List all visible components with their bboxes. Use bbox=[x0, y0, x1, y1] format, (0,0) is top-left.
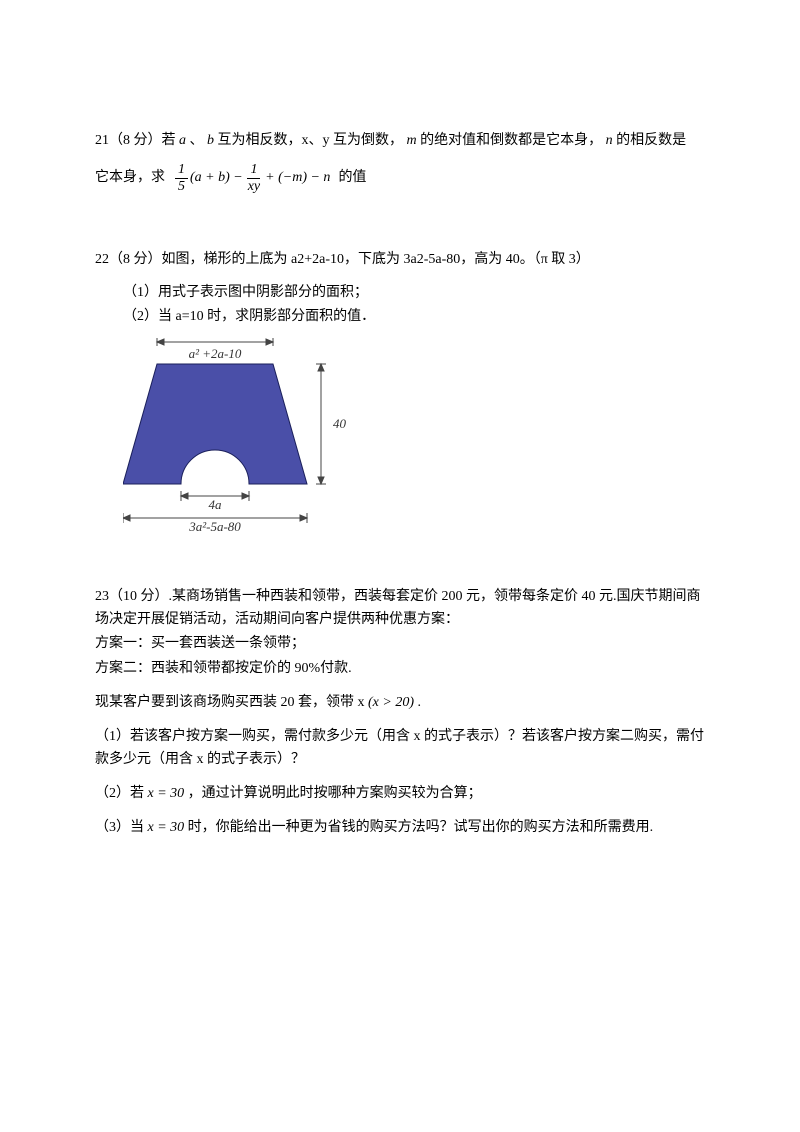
p21-mid2: 的绝对值和倒数都是它本身， bbox=[420, 133, 602, 148]
p23-now: 现某客户要到该商场购买西装 20 套，领带 x (x > 20) . bbox=[95, 692, 705, 714]
p23-q3: （3）当 x = 30 时，你能给出一种更为省钱的购买方法吗？试写出你的购买方法… bbox=[95, 817, 705, 839]
height-dimension bbox=[316, 364, 326, 484]
p22-q2: （2）当 a=10 时，求阴影部分面积的值． bbox=[123, 306, 705, 328]
p23-q2-expr: x = 30 bbox=[148, 786, 185, 801]
p21-line1: 21（8 分）若 a 、 b 互为相反数，x、y 互为倒数， m 的绝对值和倒数… bbox=[95, 130, 705, 152]
p23-q2-post: ，通过计算说明此时按哪种方案购买较为合算； bbox=[188, 786, 482, 801]
p23-plan1: 方案一：买一套西装送一条领带； bbox=[95, 633, 705, 655]
p21-var-b: b bbox=[207, 133, 214, 148]
bottom-label: 3a²-5a-80 bbox=[188, 519, 241, 531]
formula-ab: (a + b) − bbox=[190, 167, 243, 189]
trapezoid-shape bbox=[123, 364, 307, 484]
p21-line2-suffix: 的值 bbox=[338, 167, 366, 189]
p23-q3-expr: x = 30 bbox=[148, 820, 185, 835]
height-label: 40 bbox=[333, 416, 347, 431]
frac-num: 1 bbox=[175, 162, 188, 178]
p22-q1: （1）用式子表示图中阴影部分的面积； bbox=[123, 282, 705, 304]
p23-plan2: 方案二：西装和领带都按定价的 90%付款. bbox=[95, 658, 705, 680]
p23-q2-pre: （2）若 bbox=[95, 786, 148, 801]
top-dimension bbox=[157, 338, 273, 346]
exam-page: 21（8 分）若 a 、 b 互为相反数，x、y 互为倒数， m 的绝对值和倒数… bbox=[0, 0, 800, 1132]
p21-var-n: n bbox=[606, 133, 613, 148]
top-label: a² +2a-10 bbox=[189, 346, 242, 361]
p23-header: 23（10 分）.某商场销售一种西装和领带，西装每套定价 200 元，领带每条定… bbox=[95, 586, 705, 631]
p22-header: 22（8 分）如图，梯形的上底为 a2+2a-10，下底为 3a2-5a-80，… bbox=[95, 249, 705, 271]
p21-mid3: 的相反数是 bbox=[616, 133, 686, 148]
p23-now-expr: (x > 20) bbox=[368, 695, 414, 710]
p23-q3-post: 时，你能给出一种更为省钱的购买方法吗？试写出你的购买方法和所需费用. bbox=[188, 820, 654, 835]
formula-tail: + (−m) − n bbox=[265, 167, 330, 189]
frac-den: 5 bbox=[175, 179, 188, 194]
p21-var-m: m bbox=[407, 133, 417, 148]
p23-q3-pre: （3）当 bbox=[95, 820, 148, 835]
p21-var-a: a bbox=[179, 133, 186, 148]
p23-q2: （2）若 x = 30 ，通过计算说明此时按哪种方案购买较为合算； bbox=[95, 783, 705, 805]
p23-now-post: . bbox=[418, 695, 422, 710]
p21-header: 21（8 分）若 bbox=[95, 133, 176, 148]
problem-23: 23（10 分）.某商场销售一种西装和领带，西装每套定价 200 元，领带每条定… bbox=[95, 586, 705, 840]
frac-1-xy: 1 xy bbox=[245, 162, 263, 194]
p22-figure: a² +2a-10 40 bbox=[123, 336, 353, 531]
p21-line2-prefix: 它本身，求 bbox=[95, 167, 165, 189]
p21-sep1: 、 bbox=[190, 133, 208, 148]
p21-line2: 它本身，求 1 5 (a + b) − 1 xy + (−m) − n 的值 bbox=[95, 162, 705, 194]
problem-22: 22（8 分）如图，梯形的上底为 a2+2a-10，下底为 3a2-5a-80，… bbox=[95, 249, 705, 531]
frac2-num: 1 bbox=[247, 162, 260, 178]
p21-formula: 1 5 (a + b) − 1 xy + (−m) − n bbox=[173, 162, 330, 194]
mid-label: 4a bbox=[209, 497, 223, 512]
frac2-den: xy bbox=[245, 179, 263, 194]
p23-q1: （1）若该客户按方案一购买，需付款多少元（用含 x 的式子表示）？若该客户按方案… bbox=[95, 726, 705, 771]
frac-1-5: 1 5 bbox=[175, 162, 188, 194]
p23-now-pre: 现某客户要到该商场购买西装 20 套，领带 x bbox=[95, 695, 368, 710]
p21-mid1: 互为相反数，x、y 互为倒数， bbox=[218, 133, 404, 148]
trapezoid-svg: a² +2a-10 40 bbox=[123, 336, 353, 531]
problem-21: 21（8 分）若 a 、 b 互为相反数，x、y 互为倒数， m 的绝对值和倒数… bbox=[95, 130, 705, 194]
